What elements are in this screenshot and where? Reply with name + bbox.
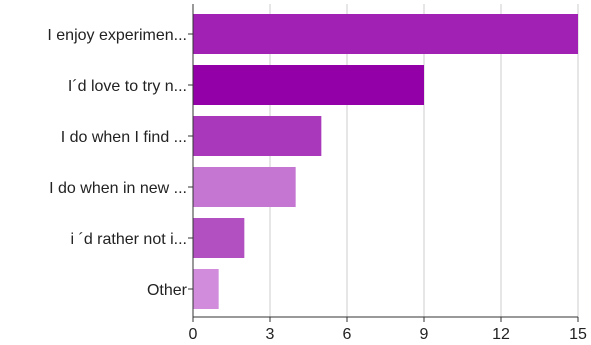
bar bbox=[193, 167, 296, 207]
x-tick-labels: 0 3 6 9 12 15 bbox=[189, 326, 587, 343]
x-tick-label: 9 bbox=[420, 326, 429, 340]
x-tick-label: 3 bbox=[266, 326, 275, 340]
category-label: I do when I find ... bbox=[61, 129, 187, 146]
bar bbox=[193, 116, 322, 156]
category-label: I´d love to try n... bbox=[68, 78, 187, 95]
category-label: I do when in new ... bbox=[49, 180, 187, 197]
category-labels: I enjoy experimen... I´d love to try n...… bbox=[47, 27, 187, 299]
x-tick-label: 12 bbox=[492, 326, 510, 340]
x-tick-label: 0 bbox=[189, 326, 198, 340]
bar bbox=[193, 65, 424, 105]
bar bbox=[193, 269, 219, 309]
category-label: Other bbox=[147, 282, 188, 299]
bar bbox=[193, 218, 245, 258]
category-label: I enjoy experimen... bbox=[47, 27, 187, 44]
category-label: i ´d rather not i... bbox=[71, 231, 188, 248]
axes bbox=[188, 4, 579, 322]
x-tick-label: 6 bbox=[343, 326, 352, 340]
bars bbox=[193, 14, 578, 309]
x-tick-label: 15 bbox=[569, 326, 587, 340]
bar bbox=[193, 14, 578, 54]
